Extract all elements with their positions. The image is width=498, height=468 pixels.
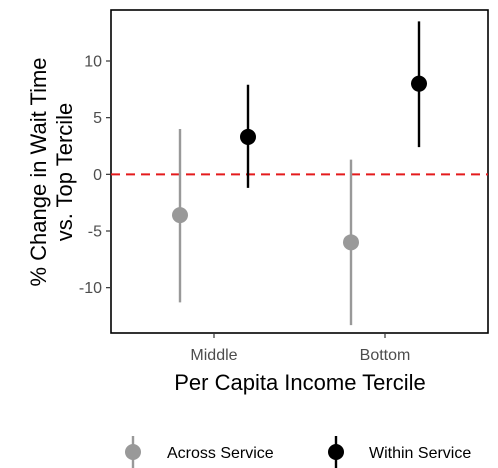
data-point: [240, 128, 256, 145]
y-axis-title-line-1: % Change in Wait Time: [26, 57, 51, 286]
y-axis-title: % Change in Wait Time vs. Top Tercile: [26, 57, 77, 286]
y-tick-label: 5: [93, 110, 102, 127]
legend-label: Within Service: [369, 445, 471, 462]
y-tick-label: 10: [84, 54, 102, 71]
y-tick-label: -10: [79, 280, 102, 297]
x-tick-label: Middle: [190, 347, 237, 364]
x-tick-label: Bottom: [360, 347, 411, 364]
y-axis-ticks: 10 5 0 -5 -10: [79, 54, 111, 297]
legend: Across Service Within Service: [125, 436, 471, 468]
data-point: [343, 234, 359, 251]
x-axis-title: Per Capita Income Tercile: [174, 370, 426, 395]
x-axis-ticks: Middle Bottom: [190, 333, 410, 364]
legend-key-point: [125, 444, 141, 460]
data-point: [411, 75, 427, 92]
y-axis-title-line-2: vs. Top Tercile: [52, 103, 77, 242]
legend-label: Across Service: [167, 445, 274, 462]
legend-key-point: [328, 444, 344, 460]
y-tick-label: -5: [88, 224, 102, 241]
data-marks: [172, 21, 427, 326]
data-point: [172, 207, 188, 224]
y-tick-label: 0: [93, 167, 102, 184]
plot-panel: [110, 9, 489, 334]
